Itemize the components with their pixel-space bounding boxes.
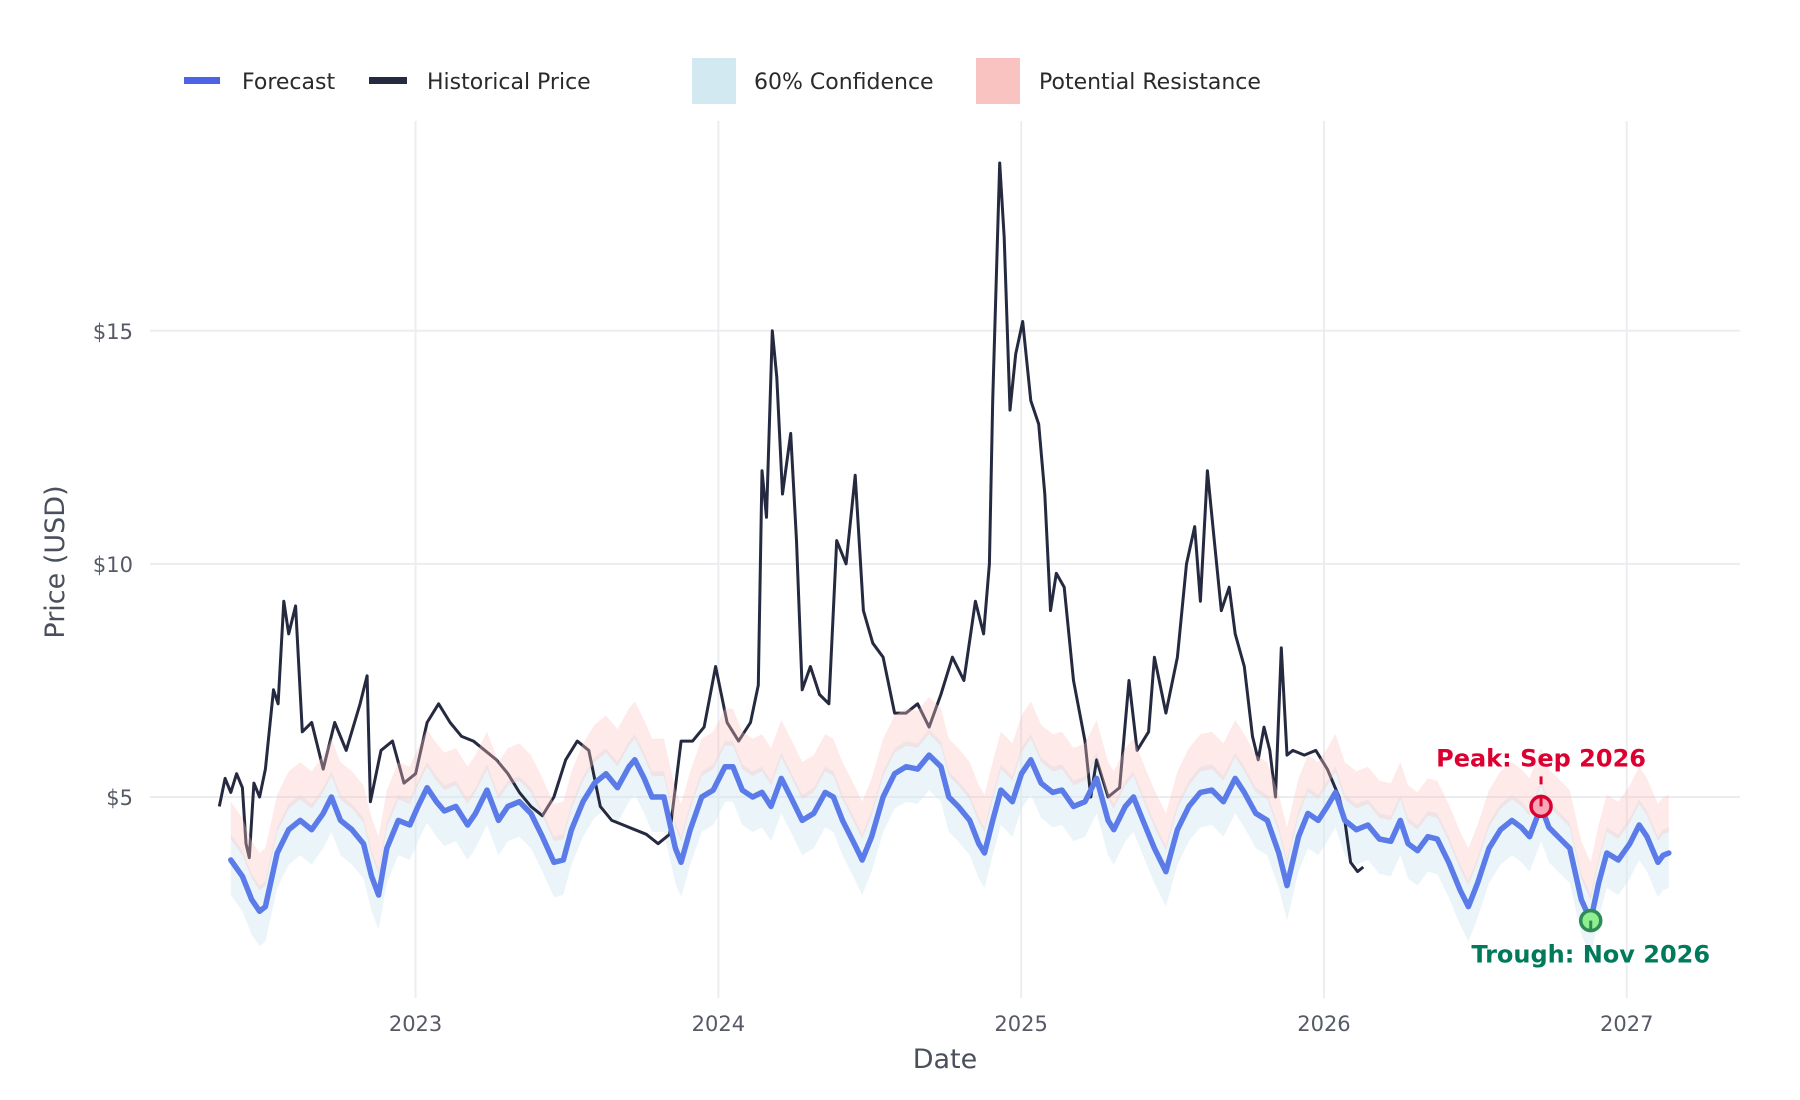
legend-item-forecast[interactable]: Forecast	[184, 70, 335, 95]
legend-label-forecast: Forecast	[242, 70, 335, 95]
resistance-band	[230, 696, 1669, 900]
annotation-layer: Peak: Sep 2026 Trough: Nov 2026	[1436, 744, 1710, 968]
x-axis-title: Date	[913, 1044, 978, 1075]
legend-swatch-historical	[369, 77, 407, 84]
legend-label-historical: Historical Price	[427, 70, 591, 95]
legend-item-historical[interactable]: Historical Price	[369, 70, 591, 95]
x-axis-ticks: 2023 2024 2025 2026 2027	[389, 1012, 1654, 1036]
trough-label: Trough: Nov 2026	[1471, 941, 1710, 969]
y-axis-ticks: $5 $10 $15	[93, 320, 133, 810]
x-tick-label: 2023	[389, 1012, 442, 1036]
historical-layer	[217, 161, 1365, 874]
x-tick-label: 2024	[692, 1012, 745, 1036]
resistance-band-layer	[230, 696, 1669, 900]
y-axis-title: Price (USD)	[40, 485, 71, 638]
legend-item-resistance[interactable]: Potential Resistance	[976, 58, 1261, 104]
forecast-line	[228, 752, 1672, 924]
legend-swatch-forecast	[184, 77, 220, 84]
historical-price-line	[217, 161, 1365, 874]
legend-item-confidence[interactable]: 60% Confidence	[692, 58, 934, 104]
peak-label: Peak: Sep 2026	[1436, 744, 1646, 772]
y-tick-label: $10	[93, 553, 133, 577]
y-tick-label: $5	[106, 786, 133, 810]
x-tick-label: 2026	[1297, 1012, 1350, 1036]
legend-swatch-resistance	[976, 58, 1020, 104]
legend-swatch-confidence	[692, 58, 736, 104]
y-tick-label: $15	[93, 320, 133, 344]
legend: Forecast Historical Price 60% Confidence…	[184, 58, 1261, 104]
x-tick-label: 2027	[1600, 1012, 1653, 1036]
gridlines	[150, 121, 1740, 998]
legend-label-confidence: 60% Confidence	[754, 70, 934, 95]
x-tick-label: 2025	[994, 1012, 1047, 1036]
forecast-layer	[228, 752, 1672, 924]
legend-label-resistance: Potential Resistance	[1039, 70, 1261, 95]
